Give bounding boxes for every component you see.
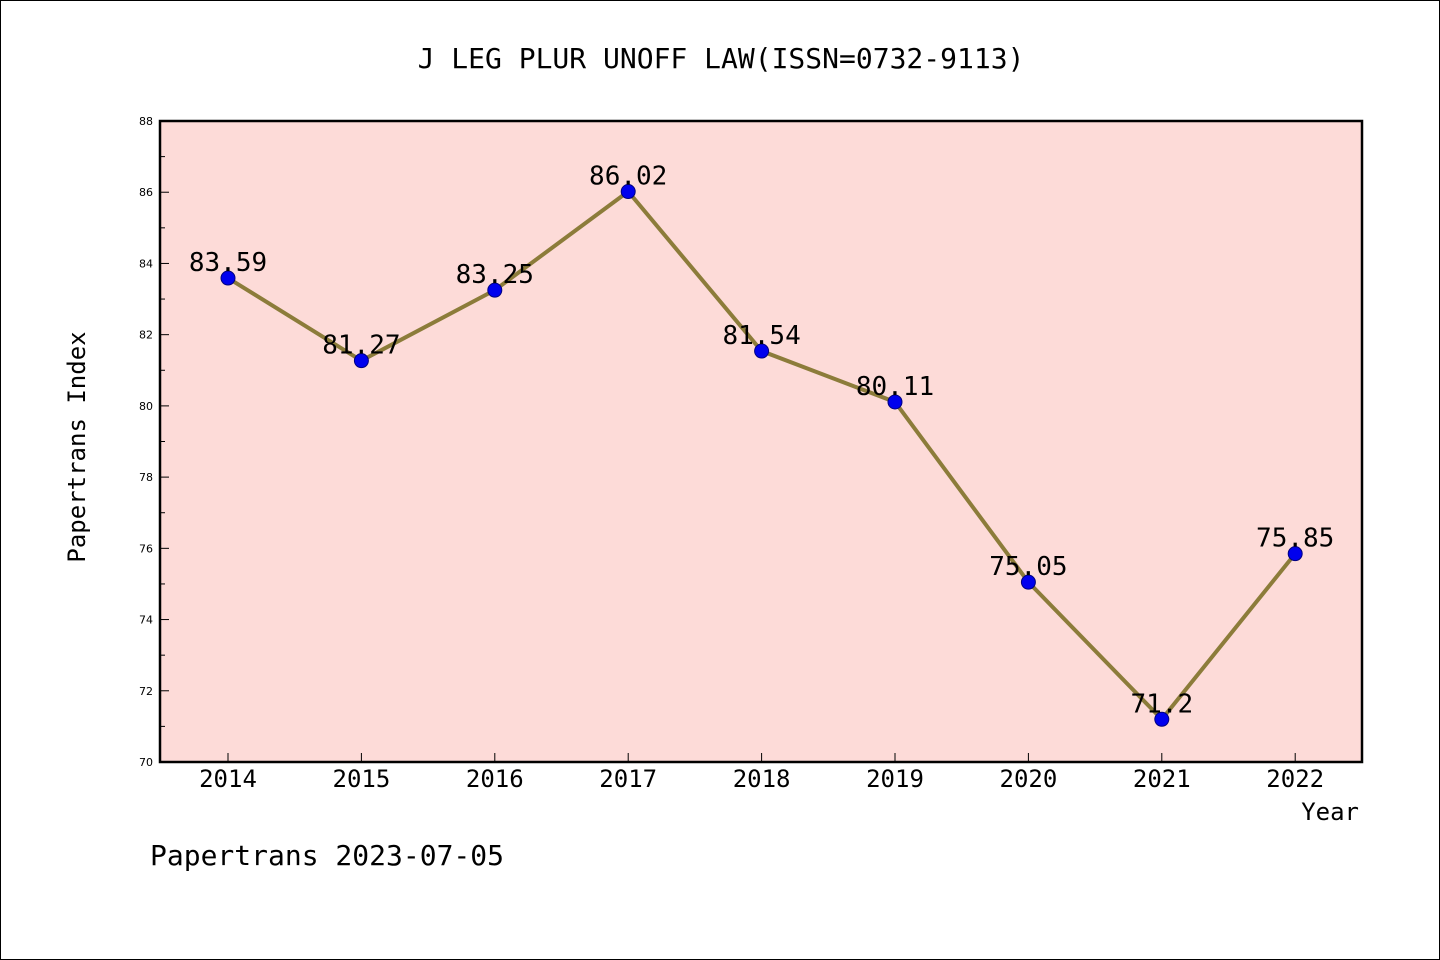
plot-frame (158, 119, 1364, 764)
x-axis-label: Year (1301, 798, 1359, 826)
y-tick-label: 86 (139, 186, 153, 199)
y-tick-label: 80 (139, 400, 153, 413)
plot-area (160, 121, 1362, 762)
chart-title: J LEG PLUR UNOFF LAW(ISSN=0732-9113) (418, 42, 1025, 75)
y-tick-label: 76 (139, 542, 153, 555)
data-label: 86.02 (589, 162, 667, 192)
y-axis: 70 72 74 76 78 80 82 84 86 88 (139, 115, 169, 769)
y-tick-label: 88 (139, 115, 153, 128)
data-labels: 83.59 81.27 83.25 86.02 81.54 80.11 75.05 71.2 7… (189, 162, 1334, 720)
data-label: 80.11 (856, 372, 934, 402)
x-tick-label: 2017 (599, 765, 657, 793)
x-tick-label: 2019 (866, 765, 924, 793)
y-tick-label: 84 (139, 257, 153, 270)
data-point (754, 343, 770, 359)
x-tick-label: 2020 (1000, 765, 1058, 793)
data-label: 81.54 (722, 321, 800, 351)
data-point (1287, 546, 1303, 562)
data-label: 75.85 (1256, 524, 1334, 554)
data-label: 75.05 (989, 552, 1067, 582)
y-tick-label: 74 (139, 614, 153, 627)
x-tick-label: 2016 (466, 765, 524, 793)
y-axis-label: Papertrans Index (63, 331, 91, 562)
data-label: 83.59 (189, 248, 267, 278)
y-tick-label: 78 (139, 471, 153, 484)
y-tick-label: 82 (139, 329, 153, 342)
data-point (487, 282, 503, 298)
x-tick-label: 2021 (1133, 765, 1191, 793)
data-label: 81.27 (322, 331, 400, 361)
data-point (1154, 711, 1170, 727)
footer-date-stamp: Papertrans 2023-07-05 (150, 839, 504, 872)
data-point (1020, 574, 1036, 590)
y-tick-label: 72 (139, 685, 153, 698)
data-point (353, 353, 369, 369)
x-tick-label: 2018 (733, 765, 791, 793)
data-point (620, 184, 636, 200)
x-tick-label: 2014 (199, 765, 257, 793)
data-label: 83.25 (456, 260, 534, 290)
data-label: 71.2 (1130, 689, 1193, 719)
data-point (887, 394, 903, 410)
x-axis: 2014 2015 2016 2017 2018 2019 2020 2021 2022 (199, 753, 1324, 793)
series (220, 184, 1303, 727)
x-tick-label: 2022 (1266, 765, 1324, 793)
y-tick-label: 70 (139, 756, 153, 769)
x-tick-label: 2015 (333, 765, 391, 793)
data-point (220, 270, 236, 286)
